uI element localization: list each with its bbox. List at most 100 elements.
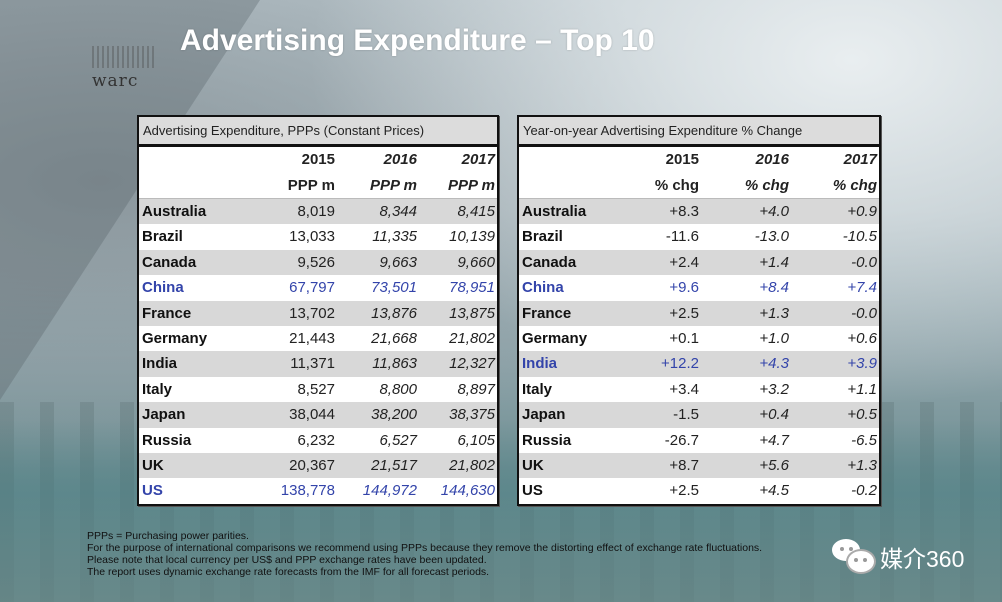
value-cell: -26.7 (664, 431, 699, 449)
table-row: UK +8.7 +5.6 +1.3 (519, 452, 879, 479)
value-cell: -0.2 (851, 482, 877, 500)
yoy-change-table: Year-on-year Advertising Expenditure % C… (517, 115, 881, 506)
value-cell: 20,367 (289, 456, 335, 474)
value-cell: 13,876 (371, 304, 417, 322)
value-cell: 11,335 (372, 228, 417, 246)
table-row: Japan 38,044 38,200 38,375 (139, 402, 497, 428)
value-cell: +9.6 (669, 279, 699, 297)
value-cell: -0.0 (851, 253, 877, 271)
value-cell: -13.0 (754, 228, 789, 246)
value-cell: +0.5 (847, 406, 877, 424)
header-year: 2016 (383, 151, 417, 168)
value-cell: +4.7 (759, 431, 789, 449)
header-unit: PPP m (370, 176, 417, 194)
table-row: Canada 9,526 9,663 9,660 (139, 249, 497, 276)
value-cell: 67,797 (289, 279, 335, 297)
value-cell: +1.0 (759, 329, 789, 347)
value-cell: +0.1 (669, 329, 699, 347)
value-cell: 21,802 (449, 456, 495, 474)
header-unit: PPP m (448, 176, 495, 194)
value-cell: 11,863 (372, 355, 417, 373)
table-body: Australia +8.3 +4.0 +0.9 Brazil -11.6 -13.0 -10… (519, 199, 879, 504)
country-cell: Brazil (142, 228, 183, 246)
table-title: Year-on-year Advertising Expenditure % C… (519, 117, 879, 147)
table-row: India +12.2 +4.3 +3.9 (519, 351, 879, 377)
country-cell: China (142, 279, 184, 297)
value-cell: 11,371 (290, 355, 335, 373)
value-cell: +1.3 (847, 456, 877, 474)
value-cell: 144,630 (440, 482, 495, 500)
value-cell: 10,139 (449, 228, 495, 246)
value-cell: 144,972 (362, 482, 417, 500)
value-cell: +2.4 (669, 253, 699, 271)
table-row: US 138,778 144,972 144,630 (139, 478, 497, 503)
value-cell: +7.4 (847, 279, 877, 297)
value-cell: 8,897 (457, 380, 495, 398)
header-year: 2017 (843, 151, 877, 168)
footnote: Please note that local currency per US$ … (87, 554, 487, 566)
table-row: Australia +8.3 +4.0 +0.9 (519, 199, 879, 225)
value-cell: 13,875 (449, 304, 495, 322)
country-cell: US (522, 482, 543, 500)
value-cell: 138,778 (280, 482, 335, 500)
country-cell: UK (522, 456, 544, 474)
country-cell: Canada (522, 253, 577, 271)
table-row: Russia 6,232 6,527 6,105 (139, 428, 497, 453)
value-cell: +0.6 (847, 329, 877, 347)
country-cell: India (142, 355, 178, 373)
ad-expenditure-table: Advertising Expenditure, PPPs (Constant … (137, 115, 499, 506)
value-cell: 38,044 (289, 406, 335, 424)
value-cell: +8.3 (669, 203, 699, 220)
header-year: 2017 (461, 151, 495, 168)
value-cell: 73,501 (371, 279, 417, 297)
table-row: US +2.5 +4.5 -0.2 (519, 478, 879, 503)
header-year: 2015 (301, 151, 335, 168)
header-year: 2016 (755, 151, 789, 168)
value-cell: 38,375 (449, 406, 495, 424)
value-cell: -10.5 (842, 228, 877, 246)
value-cell: +8.7 (669, 456, 699, 474)
value-cell: +4.5 (759, 482, 789, 500)
table-row: Brazil 13,033 11,335 10,139 (139, 224, 497, 249)
value-cell: 78,951 (449, 279, 495, 297)
header-blank (139, 173, 245, 199)
country-cell: Australia (142, 203, 207, 220)
country-cell: Germany (522, 329, 588, 347)
footnote: The report uses dynamic exchange rate fo… (87, 566, 490, 578)
value-cell: 6,232 (297, 431, 335, 449)
header-blank (519, 173, 637, 199)
value-cell: 9,660 (457, 253, 495, 271)
value-cell: +12.2 (661, 355, 699, 373)
table-row: Japan -1.5 +0.4 +0.5 (519, 402, 879, 428)
header-unit: % chg (744, 176, 789, 194)
value-cell: +4.3 (759, 355, 789, 373)
value-cell: 8,800 (379, 380, 417, 398)
value-cell: -1.5 (673, 406, 699, 424)
table-row: Germany +0.1 +1.0 +0.6 (519, 326, 879, 351)
watermark-text: 媒介360 (880, 546, 965, 572)
value-cell: 21,443 (289, 329, 335, 347)
warc-logo: warc (92, 46, 156, 91)
country-cell: Italy (522, 380, 553, 398)
value-cell: 8,527 (297, 380, 335, 398)
value-cell: +4.0 (759, 203, 789, 220)
table-row: China +9.6 +8.4 +7.4 (519, 275, 879, 300)
value-cell: 6,105 (457, 431, 495, 449)
value-cell: +1.1 (847, 380, 877, 398)
value-cell: +3.9 (847, 355, 877, 373)
table-body: Australia 8,019 8,344 8,415 Brazil 13,033 11,3… (139, 199, 497, 504)
country-cell: Canada (142, 253, 197, 271)
value-cell: +3.4 (669, 380, 699, 398)
value-cell: +0.9 (847, 203, 877, 220)
table-row: Canada +2.4 +1.4 -0.0 (519, 249, 879, 276)
logo-grid-icon (92, 46, 156, 68)
value-cell: +8.4 (759, 279, 789, 297)
value-cell: +2.5 (669, 304, 699, 322)
value-cell: 21,668 (371, 329, 417, 347)
logo-text: warc (92, 71, 139, 91)
value-cell: +1.4 (759, 253, 789, 271)
value-cell: +0.4 (759, 406, 789, 424)
table-row: UK 20,367 21,517 21,802 (139, 452, 497, 479)
watermark: 媒介360 (832, 539, 964, 575)
value-cell: +2.5 (669, 482, 699, 500)
